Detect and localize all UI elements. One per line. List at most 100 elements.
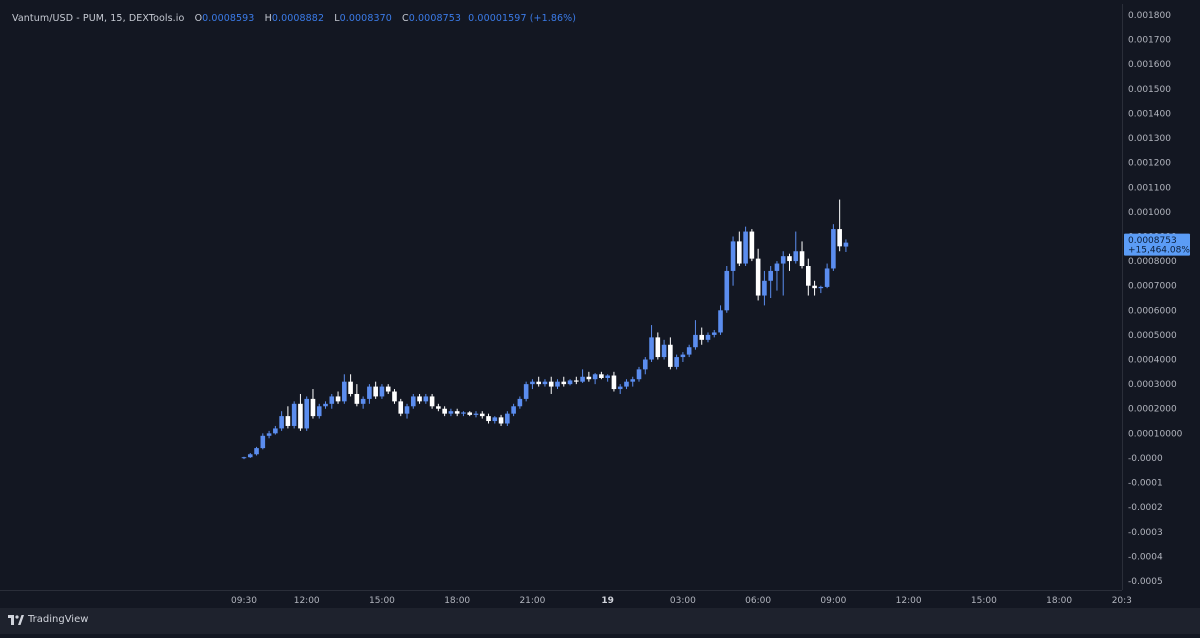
price-tick-label: 0.0007000 [1128, 282, 1177, 292]
candle [392, 389, 397, 404]
time-tick-label: 20:3 [1112, 596, 1132, 606]
candle [793, 231, 799, 264]
footer-bar [0, 608, 1200, 634]
price-tick-label: 0.001600 [1128, 60, 1171, 70]
candle [498, 414, 504, 426]
candle [254, 446, 259, 456]
candle [385, 384, 391, 394]
candle [342, 374, 347, 404]
candle [630, 376, 636, 387]
candle [605, 374, 610, 382]
candle [580, 369, 585, 383]
candle [454, 408, 460, 417]
candle [316, 403, 322, 419]
candle [768, 266, 773, 298]
time-tick-label: 12:00 [896, 596, 922, 606]
open-label: O [194, 13, 203, 24]
candle [843, 239, 849, 252]
price-tick-label: -0.0000 [1128, 454, 1163, 464]
candle [517, 396, 523, 409]
candle [749, 229, 755, 262]
candle [711, 329, 717, 338]
candle [724, 266, 730, 313]
candle [304, 396, 309, 431]
price-tick-label: 0.0006000 [1128, 306, 1177, 316]
price-tick-label: -0.0005 [1128, 577, 1163, 587]
candle [367, 384, 372, 404]
candle [310, 389, 316, 419]
last-price-percent: +15,464.08% [1128, 246, 1190, 256]
candle [787, 253, 792, 271]
candle [586, 371, 592, 382]
candle [661, 339, 667, 360]
candle [837, 199, 842, 252]
candle [398, 398, 404, 417]
candle [335, 391, 341, 404]
candle [780, 251, 786, 296]
candle [705, 332, 711, 343]
price-tick-label: 0.0008000 [1128, 257, 1177, 267]
time-tick-label: 06:00 [745, 596, 771, 606]
candle [561, 376, 567, 387]
candle [360, 396, 366, 409]
price-tick-label: 0.001700 [1128, 36, 1171, 46]
high-value: 0.0008882 [271, 13, 325, 24]
price-tick-label: 0.00010000 [1128, 429, 1183, 439]
candle [542, 379, 548, 387]
tradingview-brand: TradingView [28, 614, 89, 625]
candle [448, 408, 454, 417]
price-tick-label: 0.001100 [1128, 183, 1171, 193]
candle [555, 379, 560, 390]
price-tick-label: 0.0003000 [1128, 380, 1177, 390]
low-label: L [334, 13, 340, 24]
time-tick-label: 09:00 [820, 596, 846, 606]
candle [429, 393, 435, 409]
candle [812, 280, 817, 296]
price-tick-label: 0.0004000 [1128, 356, 1177, 366]
candle [247, 453, 253, 458]
candle [473, 411, 479, 418]
price-tick-label: -0.0003 [1128, 528, 1163, 538]
candle [266, 430, 272, 439]
candle [530, 379, 535, 390]
candle [442, 406, 447, 417]
price-tick-label: 0.001300 [1128, 134, 1171, 144]
price-tick-label: 0.0002000 [1128, 405, 1177, 415]
candle [611, 371, 617, 392]
candle [285, 406, 291, 429]
open-value: 0.0008593 [202, 13, 255, 24]
candle [492, 416, 498, 424]
price-tick-label: -0.0004 [1128, 552, 1163, 562]
price-tick-label: 0.001800 [1128, 11, 1171, 21]
candle [831, 224, 836, 271]
close-value: 0.0008753 [408, 13, 462, 24]
candle [467, 411, 473, 417]
time-tick-label: 18:00 [1046, 596, 1072, 606]
candle [599, 371, 604, 380]
candle [486, 413, 491, 424]
candle [699, 327, 705, 345]
time-axis[interactable]: 09:30 12:00 15:00 18:00 21:00 19 03:00 06:00 09:… [0, 590, 1132, 607]
time-tick-label: 03:00 [670, 596, 696, 606]
candle [574, 376, 579, 385]
candle [642, 357, 648, 375]
candle [686, 344, 692, 358]
price-tick-label: 0.001400 [1128, 109, 1171, 119]
candle [624, 379, 629, 390]
time-tick-label: 21:00 [519, 596, 545, 606]
tradingview-logo[interactable]: TradingView [8, 614, 88, 625]
candle [718, 305, 723, 335]
candle [273, 425, 278, 435]
candle [323, 401, 328, 409]
candle [674, 354, 679, 370]
candle [737, 231, 742, 267]
change-value: 0.00001597 (+1.86%) [468, 13, 577, 24]
candle [762, 270, 767, 306]
candle [636, 366, 642, 382]
price-tick-label: 0.001500 [1128, 85, 1171, 95]
time-tick-label: 19 [601, 596, 614, 606]
candle [461, 411, 466, 417]
time-tick-label: 12:00 [294, 596, 320, 606]
candle [523, 381, 529, 402]
